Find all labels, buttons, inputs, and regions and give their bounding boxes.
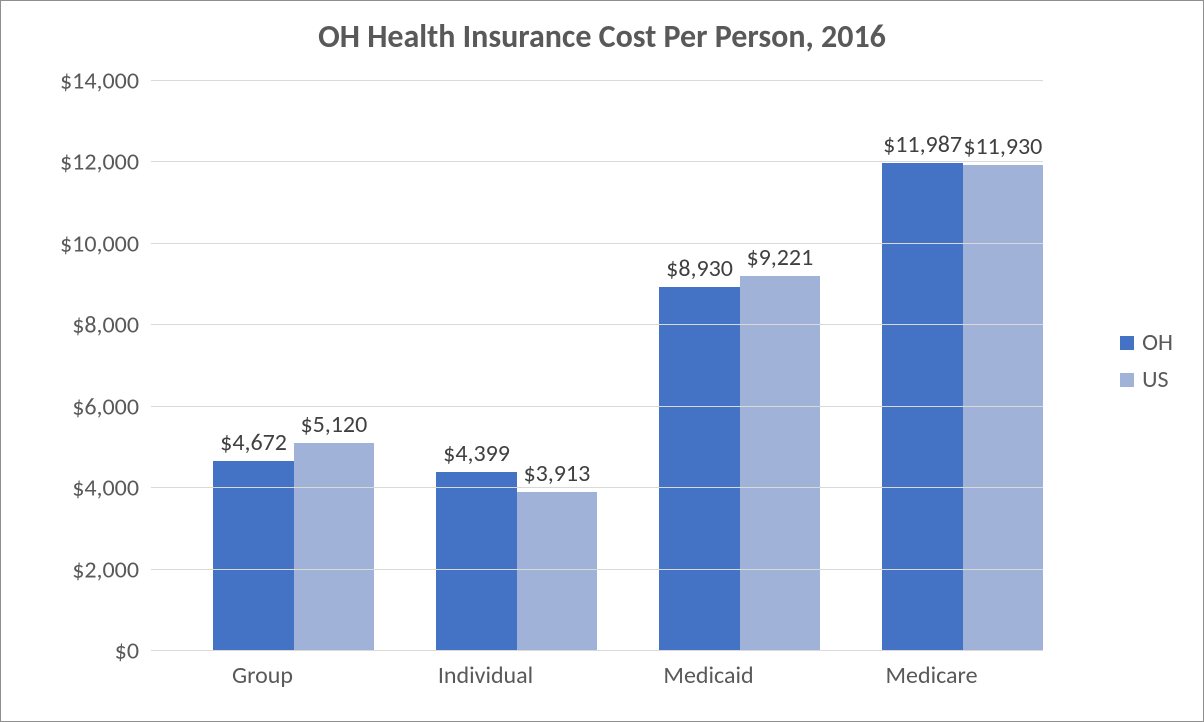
bar-group: $8,930$9,221 (597, 81, 820, 651)
bar-value-label: $11,987 (883, 130, 962, 163)
bars-layer: $4,672$5,120$4,399$3,913$8,930$9,221$11,… (151, 81, 1043, 651)
chart-title: OH Health Insurance Cost Per Person, 201… (1, 17, 1203, 56)
legend-item-us: US (1120, 365, 1173, 394)
bar-group: $4,672$5,120 (151, 81, 374, 651)
x-tick-label: Group (232, 661, 293, 690)
bar-oh: $8,930 (659, 287, 739, 651)
bar-group: $4,399$3,913 (374, 81, 597, 651)
gridline (151, 487, 1043, 488)
bar-value-label: $5,120 (300, 410, 367, 443)
gridline (151, 243, 1043, 244)
y-tick-label: $0 (115, 637, 151, 666)
legend-label: OH (1142, 328, 1173, 357)
y-tick-label: $12,000 (60, 148, 151, 177)
bar-us: $3,913 (517, 492, 597, 651)
legend-label: US (1142, 365, 1168, 394)
bar-oh: $4,399 (436, 472, 516, 651)
x-tick-label: Medicaid (663, 661, 753, 690)
x-axis-labels: Group Individual Medicaid Medicare (151, 651, 1043, 721)
plot-area: $4,672$5,120$4,399$3,913$8,930$9,221$11,… (151, 81, 1043, 651)
x-tick-label: Individual (438, 661, 533, 690)
x-tick-label: Medicare (885, 661, 977, 690)
bar-us: $9,221 (740, 276, 820, 651)
bar-value-label: $4,399 (443, 439, 510, 472)
bar-value-label: $9,221 (746, 243, 813, 276)
y-tick-label: $6,000 (72, 392, 151, 421)
gridline (151, 161, 1043, 162)
y-tick-label: $8,000 (72, 311, 151, 340)
bar-group: $11,987$11,930 (820, 81, 1043, 651)
gridline (151, 80, 1043, 81)
bar-us: $11,930 (963, 165, 1043, 651)
bar-value-label: $11,930 (963, 132, 1042, 165)
bar-oh: $4,672 (213, 461, 293, 651)
bar-oh: $11,987 (882, 163, 962, 651)
y-tick-label: $14,000 (60, 67, 151, 96)
y-tick-label: $2,000 (72, 555, 151, 584)
gridline (151, 406, 1043, 407)
y-tick-label: $10,000 (60, 229, 151, 258)
legend: OH US (1120, 320, 1173, 402)
legend-swatch-icon (1120, 336, 1134, 350)
bar-value-label: $8,930 (666, 254, 733, 287)
bar-value-label: $4,672 (220, 428, 287, 461)
legend-item-oh: OH (1120, 328, 1173, 357)
legend-swatch-icon (1120, 373, 1134, 387)
bar-us: $5,120 (294, 443, 374, 651)
chart-frame: OH Health Insurance Cost Per Person, 201… (0, 0, 1204, 722)
y-tick-label: $4,000 (72, 474, 151, 503)
gridline (151, 569, 1043, 570)
gridline (151, 324, 1043, 325)
